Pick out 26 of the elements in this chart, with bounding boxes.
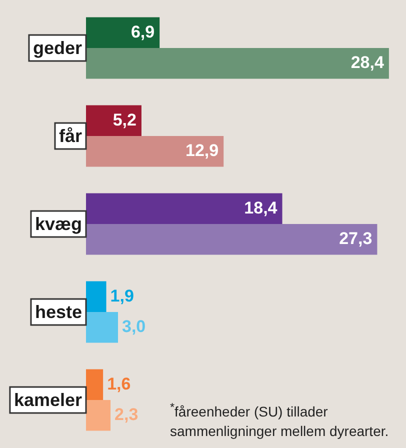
- data-label: 5,2: [112, 110, 136, 130]
- data-label: 6,9: [130, 22, 155, 42]
- y-tick-label: heste: [34, 302, 82, 322]
- y-tick-label: kvæg: [34, 214, 82, 234]
- y-tick-label: geder: [32, 38, 82, 58]
- data-label: 12,9: [186, 141, 219, 160]
- bar: [86, 312, 118, 343]
- bar: [86, 136, 224, 167]
- bar: [86, 400, 111, 431]
- y-tick-label: kameler: [14, 390, 82, 410]
- annotation: $^{*}$fåreenheder (SU) tillader sammenligninger mellem dyrearter.: [170, 400, 390, 441]
- data-label: 1,9: [110, 286, 134, 306]
- y-tick-label: får: [58, 126, 82, 146]
- data-label: 2,3: [114, 405, 138, 424]
- data-label: 28,4: [350, 53, 384, 72]
- bar: [86, 17, 160, 48]
- data-label: 27,3: [339, 229, 372, 248]
- bar: [86, 224, 378, 255]
- data-label: 1,6: [107, 374, 131, 394]
- bar: [86, 281, 106, 312]
- bar: [86, 193, 282, 224]
- bar: [86, 48, 389, 79]
- data-label: 18,4: [244, 198, 278, 218]
- data-label: 3,0: [122, 317, 146, 336]
- bar: [86, 105, 142, 136]
- bar: [86, 369, 104, 400]
